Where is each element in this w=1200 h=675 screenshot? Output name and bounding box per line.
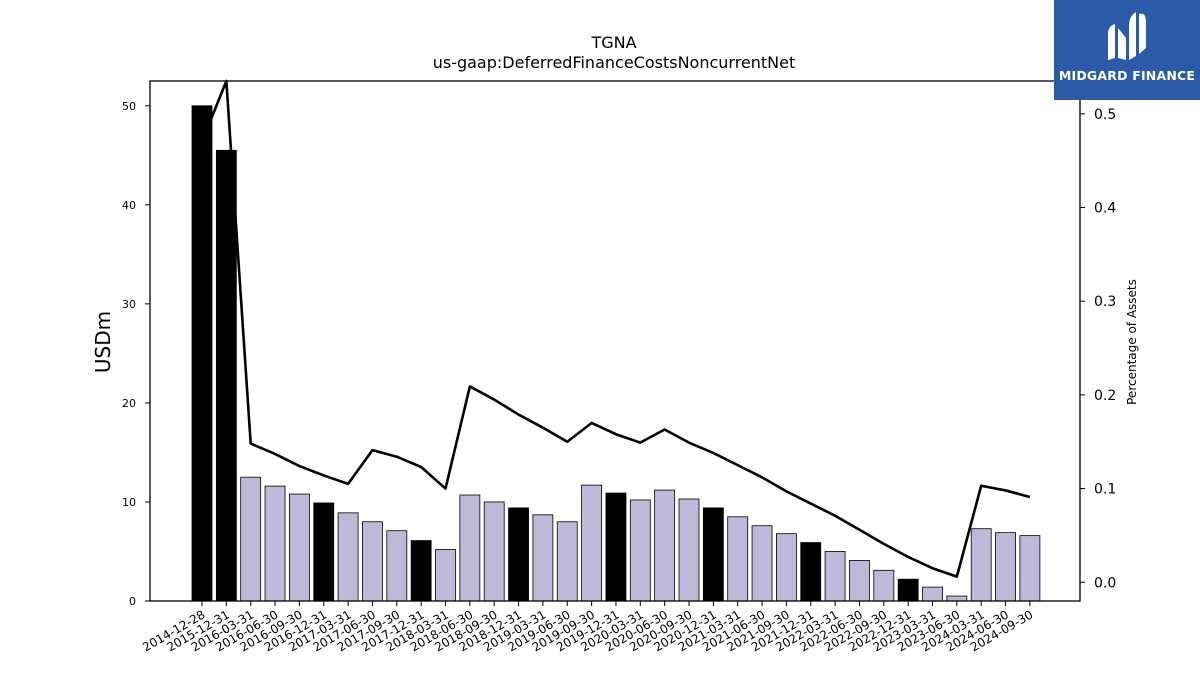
y-axis-label: USDm	[91, 311, 115, 373]
chart-subtitle: us-gaap:DeferredFinanceCostsNoncurrentNe…	[433, 53, 796, 72]
bar-2016-03-31	[240, 476, 262, 602]
y-tick-label-30: 30	[122, 298, 136, 311]
bar-2018-09-30	[483, 501, 505, 602]
bar-2018-06-30	[459, 494, 481, 602]
y-tick-label-50: 50	[122, 100, 136, 113]
y2-tick-label-0.1: 0.1	[1094, 482, 1116, 498]
plot-area: 010203040500.00.10.20.30.40.52014-12-282…	[122, 79, 1116, 654]
bar-2020-06-30	[654, 489, 676, 602]
chart-title: TGNA	[590, 33, 636, 52]
bar-2018-03-31	[435, 549, 456, 602]
bar-2021-03-31	[727, 516, 749, 602]
y-tick-label-20: 20	[122, 397, 136, 410]
y2-tick-label-0.4: 0.4	[1094, 200, 1116, 216]
y-tick-label-40: 40	[122, 199, 136, 212]
bar-2017-09-30	[386, 530, 408, 602]
y-tick-label-10: 10	[122, 496, 136, 509]
percentage-of-assets-line	[200, 79, 1031, 578]
bar-2020-03-31	[629, 499, 651, 602]
bar-2019-06-30	[556, 521, 578, 602]
bar-2023-03-31	[922, 586, 943, 602]
bar-2024-03-31	[970, 528, 992, 602]
bar-2019-03-31	[532, 514, 554, 602]
bar-2022-06-30	[849, 559, 870, 602]
bar-2024-06-30	[995, 532, 1016, 602]
y2-tick-label-0.3: 0.3	[1094, 294, 1116, 310]
bar-2016-06-30	[264, 485, 286, 602]
bar-2022-09-30	[873, 569, 895, 602]
bar-2016-12-31	[313, 502, 335, 602]
bar-2017-03-31	[337, 512, 359, 602]
bar-2019-12-31	[605, 492, 627, 602]
bar-2020-09-30	[678, 498, 700, 602]
bar-2021-06-30	[751, 525, 773, 602]
bar-2024-09-30	[1019, 535, 1041, 602]
y2-axis-label: Percentage of Assets	[1125, 279, 1139, 405]
bar-2023-06-30	[946, 595, 968, 602]
bar-2020-12-31	[702, 507, 724, 602]
y2-tick-label-0: 0.0	[1094, 575, 1116, 591]
bar-2022-12-31	[897, 578, 919, 602]
bar-2015-12-31	[215, 149, 237, 602]
bar-2019-09-30	[581, 484, 602, 602]
bar-2017-06-30	[362, 521, 383, 602]
logo-text: MIDGARD FINANCE	[1058, 68, 1196, 83]
logo-mark-icon	[1108, 12, 1146, 60]
bar-2014-12-28	[191, 105, 213, 602]
bar-2021-09-30	[776, 533, 797, 602]
bar-2022-03-31	[824, 551, 846, 602]
bar-2021-12-31	[800, 542, 822, 602]
y-tick-label-0: 0	[129, 595, 136, 608]
y2-tick-label-0.5: 0.5	[1094, 107, 1116, 123]
bar-2016-09-30	[288, 493, 310, 602]
plot-frame	[149, 80, 1081, 602]
bar-2018-12-31	[508, 507, 529, 602]
bar-2017-12-31	[410, 540, 432, 602]
y2-tick-label-0.2: 0.2	[1094, 388, 1116, 404]
midgard-finance-logo: MIDGARD FINANCE	[1054, 0, 1200, 100]
